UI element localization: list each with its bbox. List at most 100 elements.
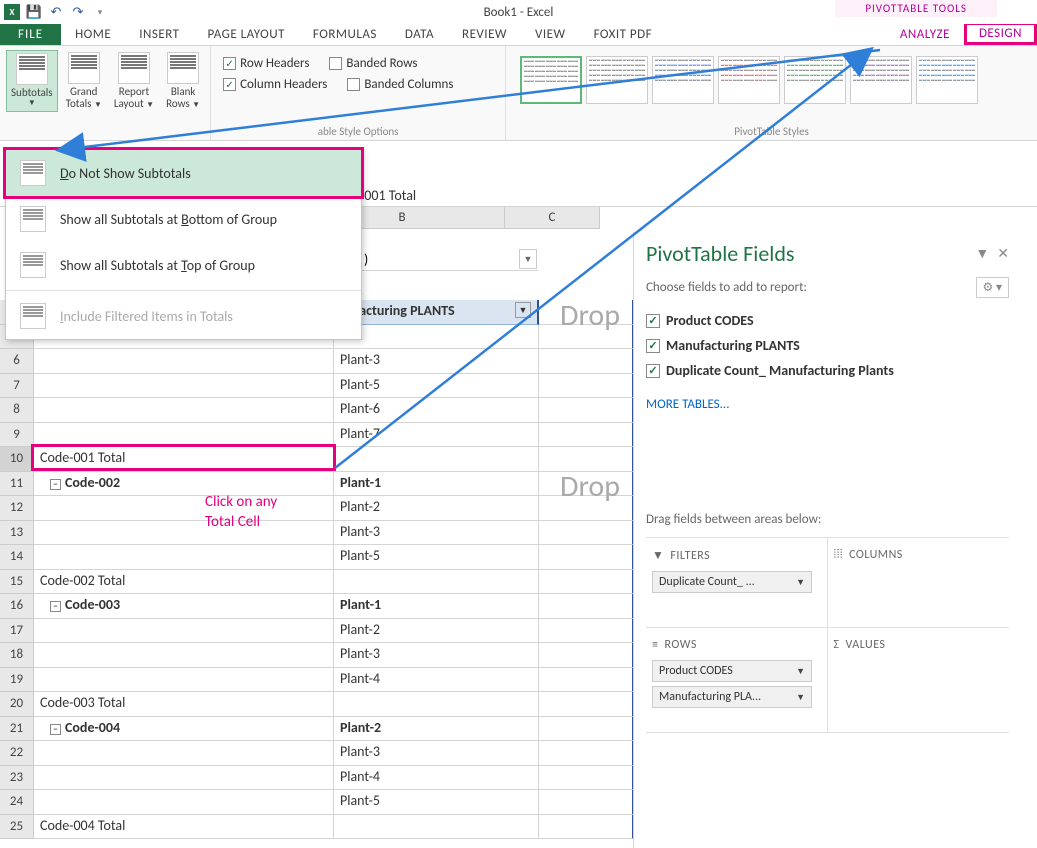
row-field-pill-2[interactable]: Manufacturing PLA...▼ bbox=[652, 686, 812, 708]
values-area[interactable]: ΣVALUES bbox=[828, 628, 1010, 733]
row-number[interactable]: 18 bbox=[0, 643, 34, 668]
cell-b[interactable]: Plant-3 bbox=[334, 741, 539, 766]
cell-b[interactable] bbox=[334, 815, 539, 840]
cell-c[interactable] bbox=[539, 643, 634, 668]
banded-columns-checkbox[interactable]: Banded Columns bbox=[347, 77, 453, 92]
row-number[interactable]: 19 bbox=[0, 668, 34, 693]
cell-a[interactable] bbox=[34, 741, 334, 766]
style-thumbnail[interactable] bbox=[718, 56, 780, 104]
cell-b[interactable]: Plant-1 bbox=[334, 472, 539, 497]
do-not-show-subtotals-item[interactable]: Do Not Show Subtotals bbox=[3, 147, 364, 199]
cell-c[interactable] bbox=[539, 349, 634, 374]
cell-a[interactable] bbox=[34, 545, 334, 570]
style-thumbnail[interactable] bbox=[916, 56, 978, 104]
cell-c[interactable] bbox=[539, 790, 634, 815]
columns-area[interactable]: ⦙⦙⦙COLUMNS bbox=[828, 538, 1010, 628]
cell-a[interactable] bbox=[34, 790, 334, 815]
cell-a[interactable]: Code-001 Total bbox=[34, 447, 334, 472]
row-number[interactable]: 13 bbox=[0, 521, 34, 546]
cell-a[interactable] bbox=[34, 398, 334, 423]
tab-file[interactable]: FILE bbox=[0, 24, 61, 45]
report-layout-button[interactable]: Report Layout ▼ bbox=[110, 50, 158, 112]
style-thumbnail[interactable] bbox=[652, 56, 714, 104]
row-number[interactable]: 7 bbox=[0, 374, 34, 399]
cell-b[interactable]: Plant-4 bbox=[334, 668, 539, 693]
field-checkbox[interactable]: ✓ bbox=[646, 364, 660, 378]
cell-c[interactable] bbox=[539, 815, 634, 840]
grand-totals-button[interactable]: Grand Totals ▼ bbox=[62, 50, 106, 112]
subtotals-button[interactable]: Subtotals ▼ bbox=[6, 50, 58, 112]
cell-b[interactable]: Plant-7 bbox=[334, 423, 539, 448]
tab-page-layout[interactable]: PAGE LAYOUT bbox=[194, 24, 299, 45]
column-headers-checkbox[interactable]: ✓Column Headers bbox=[223, 77, 327, 92]
cell-c[interactable] bbox=[539, 741, 634, 766]
col-header-c[interactable]: C bbox=[505, 207, 600, 229]
row-number[interactable]: 11 bbox=[0, 472, 34, 497]
cell-c[interactable] bbox=[539, 398, 634, 423]
row-number[interactable]: 9 bbox=[0, 423, 34, 448]
cell-a[interactable] bbox=[34, 374, 334, 399]
save-icon[interactable]: 💾 bbox=[26, 4, 42, 20]
style-thumbnail[interactable] bbox=[850, 56, 912, 104]
cell-a[interactable] bbox=[34, 643, 334, 668]
cell-c[interactable] bbox=[539, 594, 634, 619]
cell-a[interactable]: Code-002 Total bbox=[34, 570, 334, 595]
cell-c[interactable] bbox=[539, 570, 634, 595]
row-number[interactable]: 17 bbox=[0, 619, 34, 644]
filter-dropdown-icon[interactable]: ▼ bbox=[515, 302, 531, 318]
filters-area[interactable]: ▼FILTERS Duplicate Count_ ...▼ bbox=[646, 538, 828, 628]
row-number[interactable]: 21 bbox=[0, 717, 34, 742]
cell-a[interactable] bbox=[34, 496, 334, 521]
field-checkbox[interactable]: ✓ bbox=[646, 339, 660, 353]
cell-b[interactable]: Plant-4 bbox=[334, 766, 539, 791]
cell-a[interactable]: Code-004 Total bbox=[34, 815, 334, 840]
row-number[interactable]: 15 bbox=[0, 570, 34, 595]
row-number[interactable]: 23 bbox=[0, 766, 34, 791]
cell-b[interactable]: Plant-5 bbox=[334, 374, 539, 399]
row-number[interactable]: 24 bbox=[0, 790, 34, 815]
collapse-icon[interactable]: − bbox=[50, 724, 61, 735]
field-item[interactable]: ✓Product CODES bbox=[646, 308, 1009, 333]
qat-customize-icon[interactable]: ▾ bbox=[92, 4, 108, 20]
cell-b[interactable]: Plant-5 bbox=[334, 545, 539, 570]
cell-a[interactable]: −Code-003 bbox=[34, 594, 334, 619]
row-number[interactable]: 25 bbox=[0, 815, 34, 840]
cell-c[interactable] bbox=[539, 423, 634, 448]
row-number[interactable]: 14 bbox=[0, 545, 34, 570]
pane-dropdown-icon[interactable]: ▼ bbox=[975, 245, 989, 262]
cell-b[interactable]: Plant-3 bbox=[334, 643, 539, 668]
tab-insert[interactable]: INSERT bbox=[125, 24, 193, 45]
row-number[interactable]: 22 bbox=[0, 741, 34, 766]
cell-a[interactable] bbox=[34, 668, 334, 693]
tab-data[interactable]: DATA bbox=[391, 24, 448, 45]
cell-b[interactable]: Plant-1 bbox=[334, 594, 539, 619]
subtotals-top-item[interactable]: Show all Subtotals at Top of Group bbox=[6, 242, 361, 288]
cell-b[interactable]: Plant-2 bbox=[334, 619, 539, 644]
cell-a[interactable] bbox=[34, 619, 334, 644]
undo-icon[interactable]: ↶ bbox=[48, 4, 64, 20]
cell-c[interactable] bbox=[539, 766, 634, 791]
row-number[interactable]: 6 bbox=[0, 349, 34, 374]
row-field-pill-1[interactable]: Product CODES▼ bbox=[652, 660, 812, 682]
cell-b[interactable] bbox=[334, 447, 539, 472]
cell-c[interactable] bbox=[539, 374, 634, 399]
cell-b[interactable]: nt-1 bbox=[334, 325, 539, 350]
row-number[interactable]: 8 bbox=[0, 398, 34, 423]
cell-c[interactable] bbox=[539, 692, 634, 717]
redo-icon[interactable]: ↷ bbox=[70, 4, 86, 20]
row-number[interactable]: 10 bbox=[0, 447, 34, 472]
style-thumbnail[interactable] bbox=[784, 56, 846, 104]
cell-b[interactable]: Plant-2 bbox=[334, 717, 539, 742]
field-item[interactable]: ✓Duplicate Count_ Manufacturing Plants bbox=[646, 358, 1009, 383]
cell-b[interactable]: Plant-6 bbox=[334, 398, 539, 423]
tab-formulas[interactable]: FORMULAS bbox=[299, 24, 391, 45]
row-number[interactable]: 16 bbox=[0, 594, 34, 619]
cell-a[interactable] bbox=[34, 349, 334, 374]
field-item[interactable]: ✓Manufacturing PLANTS bbox=[646, 333, 1009, 358]
tab-review[interactable]: REVIEW bbox=[448, 24, 521, 45]
tab-design[interactable]: DESIGN bbox=[964, 22, 1037, 45]
style-thumbnail[interactable] bbox=[586, 56, 648, 104]
pane-close-icon[interactable]: ✕ bbox=[997, 245, 1009, 262]
tab-analyze[interactable]: ANALYZE bbox=[886, 24, 964, 45]
cell-b[interactable] bbox=[334, 692, 539, 717]
